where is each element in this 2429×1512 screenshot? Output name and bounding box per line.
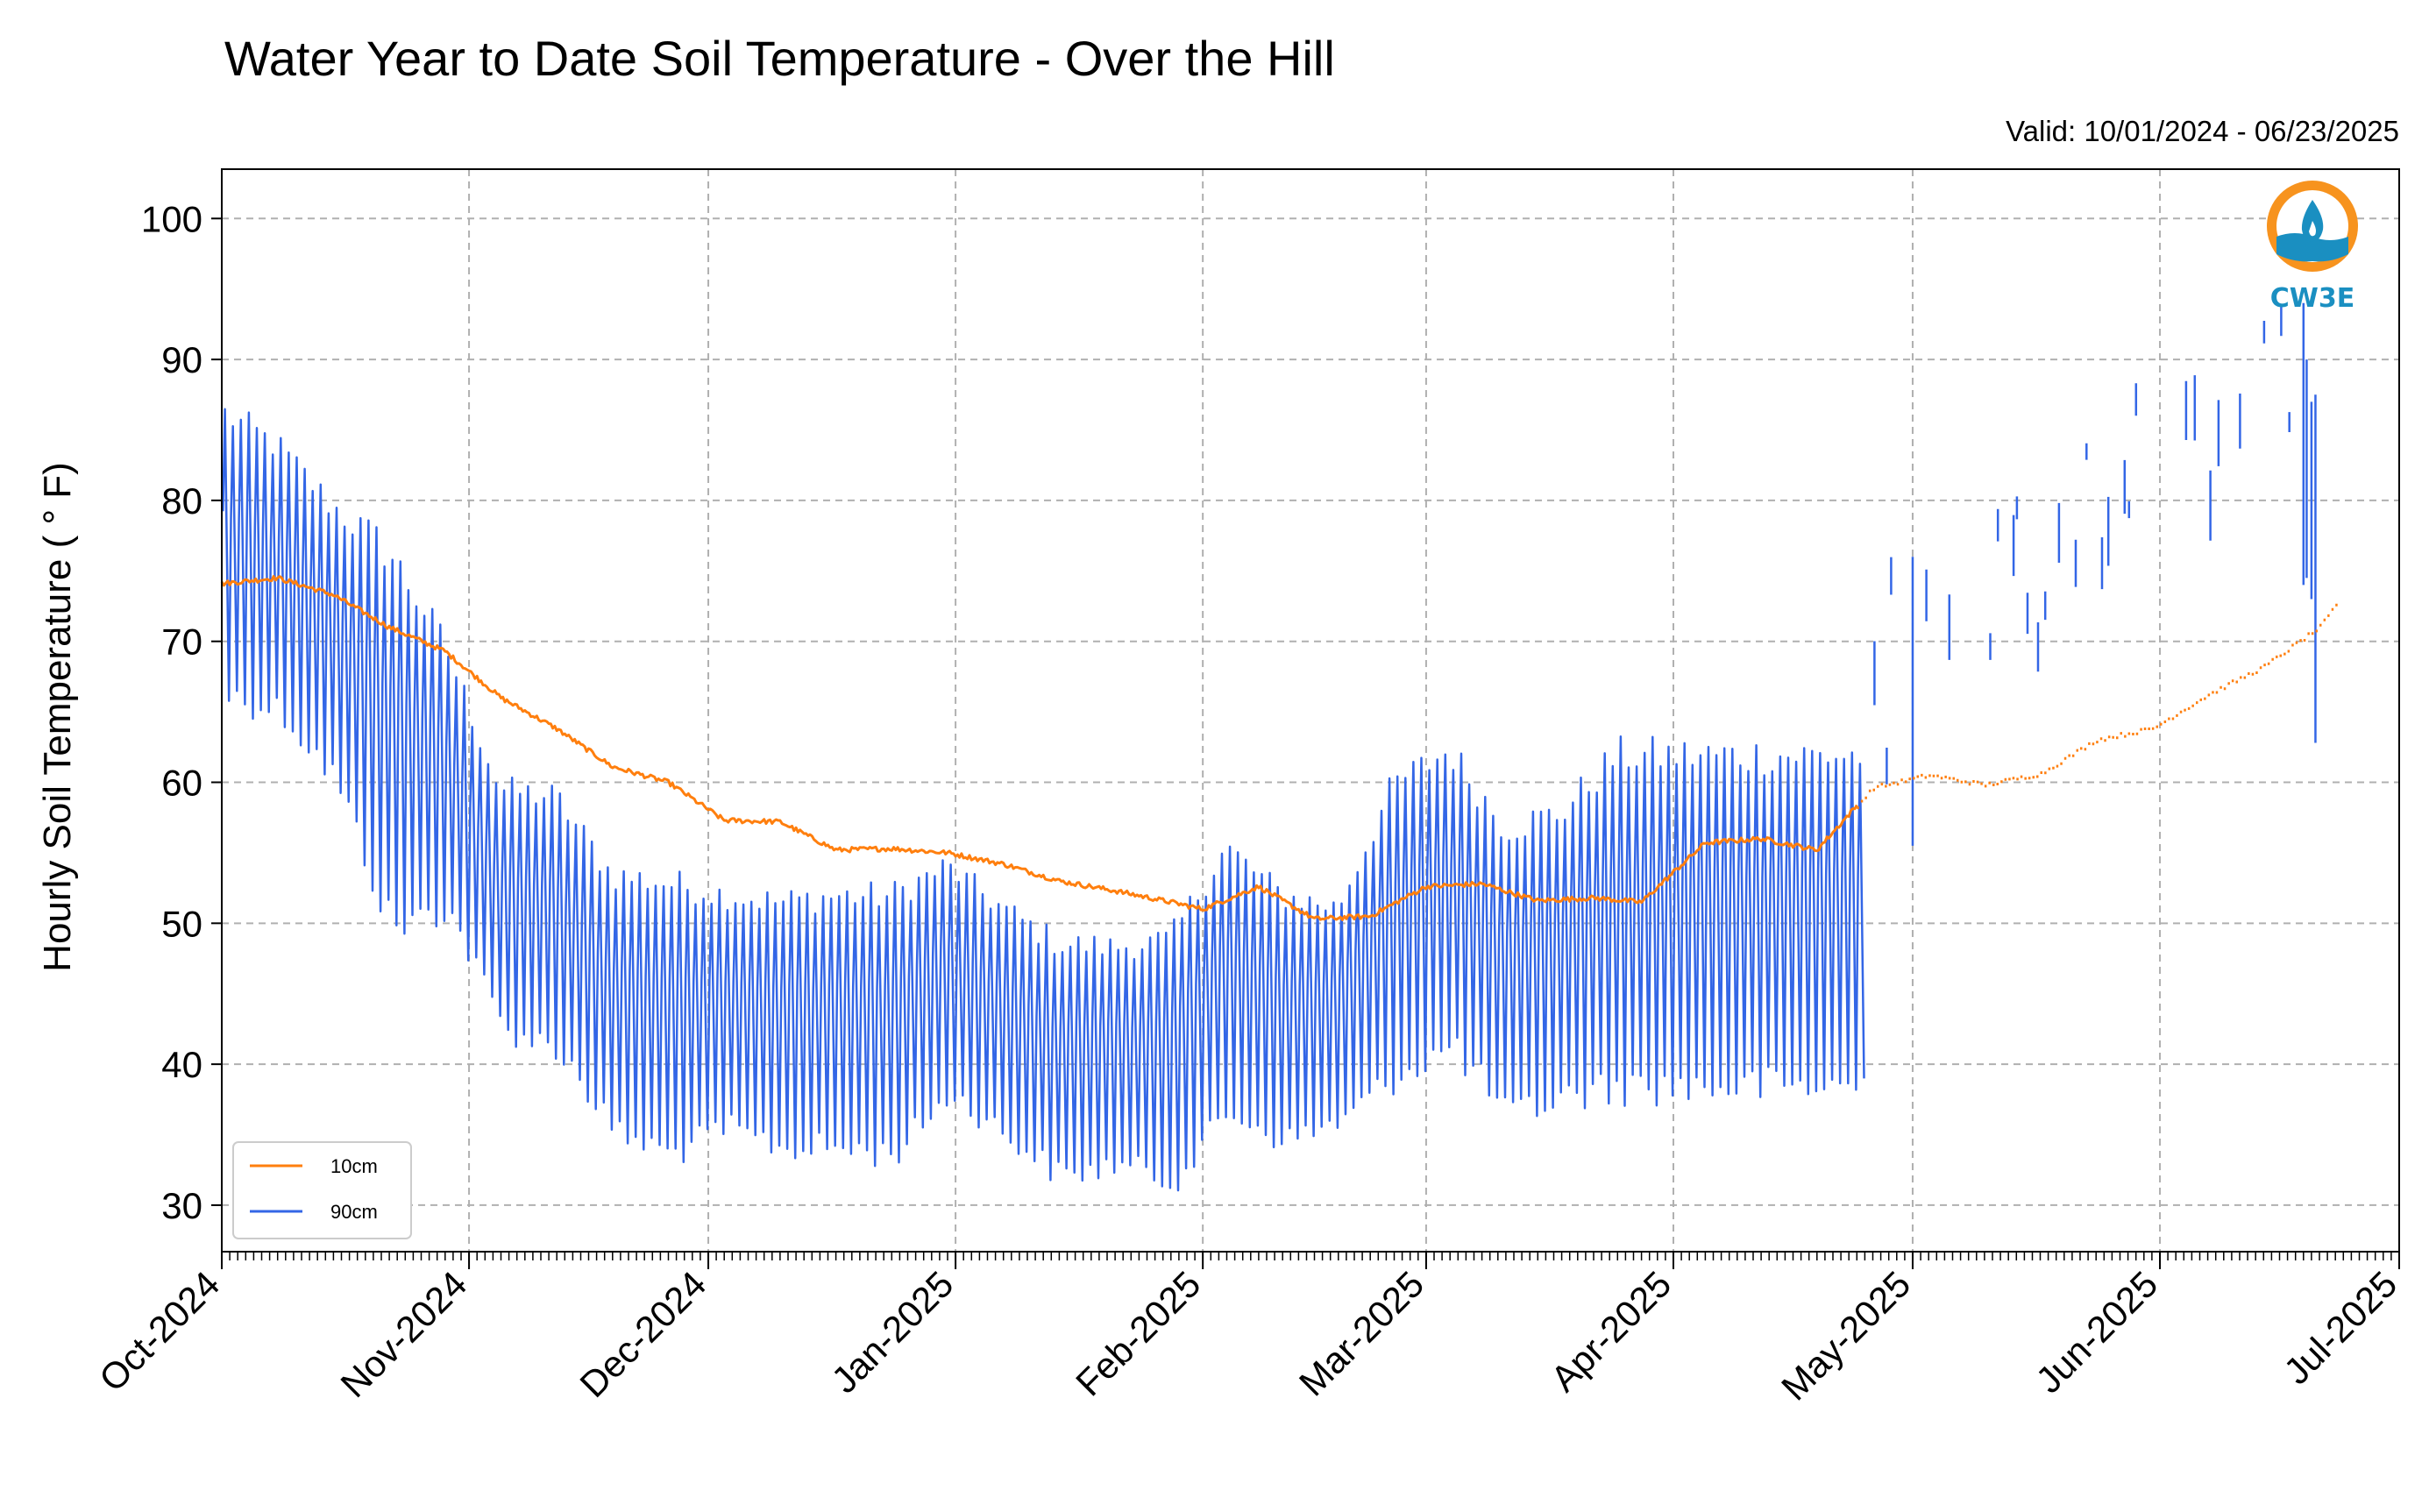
series-90cm-line — [222, 408, 1865, 1192]
y-tick-label: 90 — [161, 339, 202, 380]
chart-title: Water Year to Date Soil Temperature - Ov… — [224, 31, 1335, 86]
y-tick-label: 30 — [161, 1185, 202, 1226]
legend-box — [232, 1141, 412, 1239]
y-tick-label: 40 — [161, 1044, 202, 1085]
series-10cm-dots — [1857, 603, 2338, 810]
series-layer — [220, 302, 2338, 1192]
y-tick-label: 100 — [141, 198, 202, 239]
x-minor-ticks — [221, 1252, 2400, 1260]
y-tick-label: 70 — [161, 621, 202, 663]
series-90cm-fragments — [1873, 302, 2317, 846]
legend-10cm-label: 10cm — [330, 1155, 378, 1177]
y-tick-label: 80 — [161, 480, 202, 522]
series-10cm-line — [220, 575, 1858, 921]
legend: 10cm 90cm — [232, 1141, 412, 1239]
y-tick-label: 60 — [161, 763, 202, 804]
logo-text: CW3E — [2270, 283, 2354, 314]
plot-frame — [221, 168, 2400, 1253]
water-drop-logo-icon — [2267, 181, 2358, 272]
y-axis-label: Hourly Soil Temperature ( ° F) — [36, 462, 79, 972]
valid-date-range: Valid: 10/01/2024 - 06/23/2025 — [2006, 115, 2399, 147]
y-tick-label: 50 — [161, 903, 202, 944]
cw3e-logo: CW3E — [2267, 181, 2358, 314]
legend-90cm-label: 90cm — [330, 1201, 378, 1223]
